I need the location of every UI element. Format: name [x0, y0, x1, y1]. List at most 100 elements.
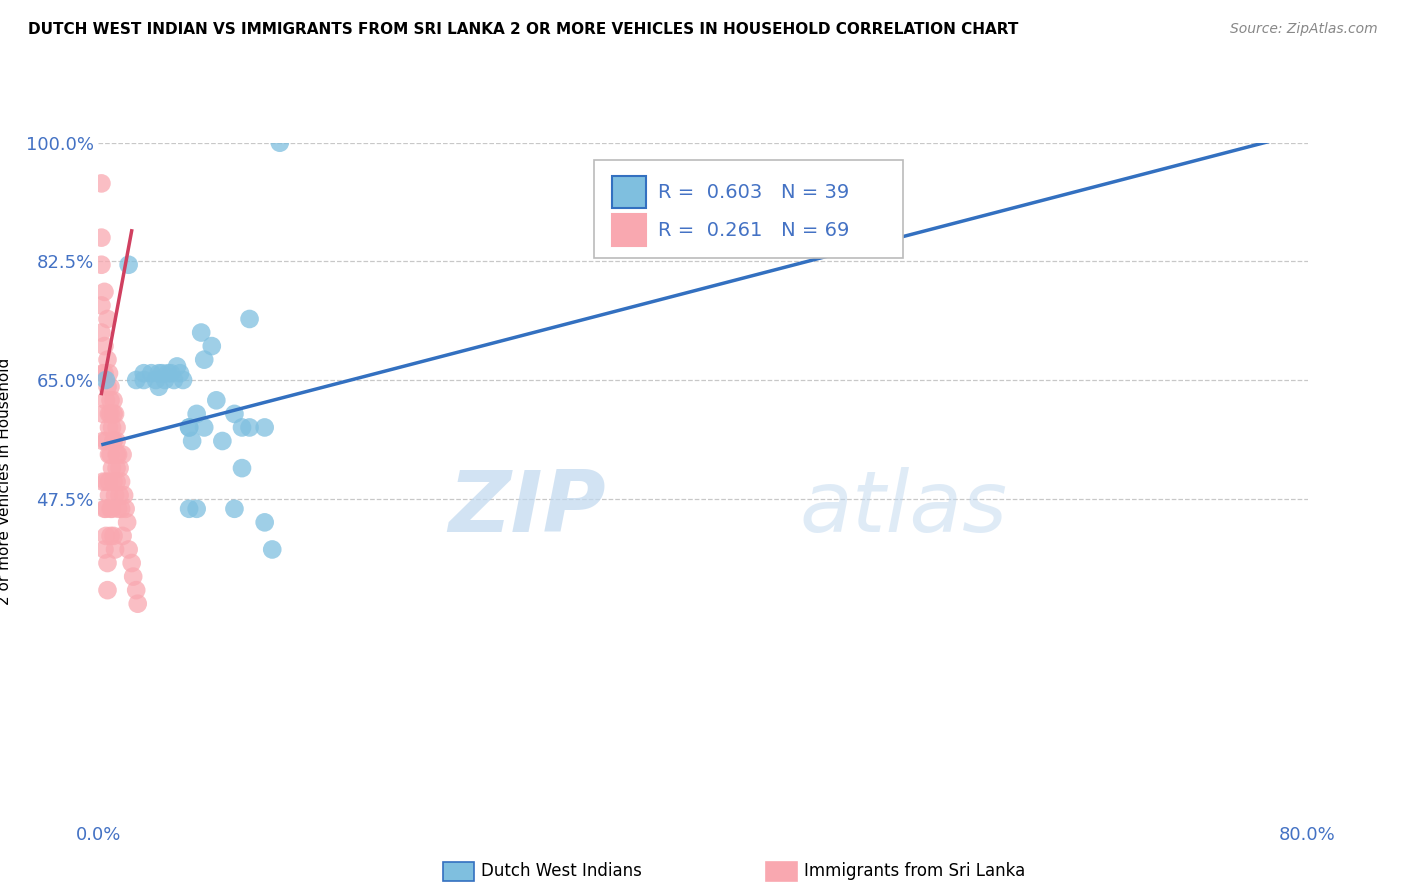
Point: [96, 352, 118, 367]
Point: [148, 366, 170, 380]
Point: [100, 380, 122, 394]
Point: [186, 501, 208, 516]
Point: [94, 501, 117, 516]
Point: [132, 366, 155, 380]
Point: [98, 407, 121, 421]
Point: [125, 583, 148, 598]
Point: [111, 529, 134, 543]
Point: [148, 380, 170, 394]
Point: [224, 501, 246, 516]
Point: [104, 407, 127, 421]
Point: [104, 542, 127, 557]
Point: [101, 501, 124, 516]
Point: [91, 475, 114, 489]
Point: [100, 529, 122, 543]
Point: [132, 373, 155, 387]
Point: [190, 326, 212, 340]
Point: [94, 393, 117, 408]
Point: [96, 312, 118, 326]
Point: [114, 501, 136, 516]
Point: [98, 366, 121, 380]
Point: [91, 434, 114, 448]
Point: [201, 339, 224, 353]
Text: Dutch West Indians: Dutch West Indians: [481, 863, 641, 880]
Point: [93, 501, 115, 516]
Point: [104, 488, 127, 502]
Point: [105, 448, 128, 462]
Point: [205, 393, 228, 408]
Text: atlas: atlas: [800, 467, 1008, 550]
Point: [91, 407, 114, 421]
Point: [253, 420, 276, 434]
Point: [98, 448, 121, 462]
Point: [93, 542, 115, 557]
Point: [108, 488, 131, 502]
Text: ZIP: ZIP: [449, 467, 606, 550]
Point: [100, 407, 122, 421]
Point: [112, 488, 135, 502]
Point: [108, 461, 131, 475]
Point: [239, 420, 262, 434]
Point: [93, 366, 115, 380]
Point: [127, 597, 149, 611]
Point: [105, 475, 128, 489]
Point: [94, 475, 117, 489]
Point: [94, 373, 117, 387]
Point: [177, 420, 201, 434]
Point: [125, 373, 148, 387]
Point: [90, 177, 112, 191]
Point: [141, 366, 163, 380]
Point: [145, 373, 167, 387]
Point: [121, 556, 143, 570]
Point: [103, 475, 125, 489]
Point: [101, 420, 124, 434]
Point: [115, 516, 138, 530]
FancyBboxPatch shape: [595, 160, 903, 258]
Point: [118, 258, 141, 272]
Point: [156, 366, 179, 380]
FancyBboxPatch shape: [612, 214, 647, 246]
Point: [181, 434, 204, 448]
Point: [107, 448, 129, 462]
Point: [231, 420, 253, 434]
Point: [96, 583, 118, 598]
Point: [110, 475, 132, 489]
Point: [122, 569, 145, 583]
Point: [94, 529, 117, 543]
Point: [211, 434, 233, 448]
Point: [150, 366, 173, 380]
Point: [118, 542, 141, 557]
Point: [269, 136, 291, 150]
Point: [93, 285, 115, 299]
Point: [90, 326, 112, 340]
Point: [103, 434, 125, 448]
Point: [90, 298, 112, 312]
Point: [96, 556, 118, 570]
Text: R =  0.603   N = 39: R = 0.603 N = 39: [658, 183, 849, 202]
Point: [110, 501, 132, 516]
Y-axis label: 2 or more Vehicles in Household: 2 or more Vehicles in Household: [0, 358, 11, 606]
Point: [90, 258, 112, 272]
Point: [186, 407, 208, 421]
Point: [153, 373, 176, 387]
Point: [103, 529, 125, 543]
Point: [262, 542, 284, 557]
Text: Source: ZipAtlas.com: Source: ZipAtlas.com: [1230, 22, 1378, 37]
Text: Immigrants from Sri Lanka: Immigrants from Sri Lanka: [804, 863, 1025, 880]
Point: [239, 312, 262, 326]
Point: [100, 393, 122, 408]
Point: [96, 380, 118, 394]
Point: [163, 373, 186, 387]
Point: [91, 366, 114, 380]
Point: [103, 393, 125, 408]
Point: [224, 407, 246, 421]
Point: [107, 501, 129, 516]
Point: [253, 516, 276, 530]
Text: R =  0.261   N = 69: R = 0.261 N = 69: [658, 220, 849, 240]
Point: [98, 420, 121, 434]
Point: [177, 420, 201, 434]
Point: [94, 434, 117, 448]
Point: [93, 339, 115, 353]
Point: [166, 359, 188, 374]
Point: [103, 407, 125, 421]
